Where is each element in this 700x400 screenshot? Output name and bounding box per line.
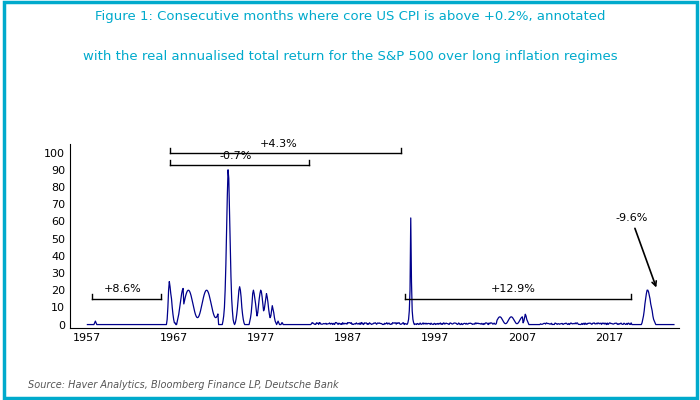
Text: Source: Haver Analytics, Bloomberg Finance LP, Deutsche Bank: Source: Haver Analytics, Bloomberg Finan… [28,380,339,390]
Text: -0.7%: -0.7% [219,151,251,161]
Text: -9.6%: -9.6% [615,213,657,286]
Text: with the real annualised total return for the S&P 500 over long inflation regime: with the real annualised total return fo… [83,50,617,63]
Text: +12.9%: +12.9% [491,284,536,294]
Text: +4.3%: +4.3% [260,139,298,149]
Text: +8.6%: +8.6% [104,284,141,294]
Text: Figure 1: Consecutive months where core US CPI is above +0.2%, annotated: Figure 1: Consecutive months where core … [94,10,606,23]
